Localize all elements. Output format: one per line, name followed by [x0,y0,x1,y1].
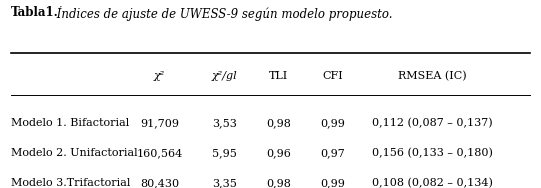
Text: CFI: CFI [322,71,343,81]
Text: 3,35: 3,35 [212,178,237,188]
Text: Modelo 2. Unifactorial: Modelo 2. Unifactorial [11,148,137,158]
Text: 160,564: 160,564 [136,148,183,158]
Text: 0,99: 0,99 [320,178,345,188]
Text: Modelo 3.Trifactorial: Modelo 3.Trifactorial [11,178,130,188]
Text: Modelo 1. Bifactorial: Modelo 1. Bifactorial [11,118,129,128]
Text: TLI: TLI [269,71,288,81]
Text: 80,430: 80,430 [140,178,179,188]
Text: RMSEA (IC): RMSEA (IC) [399,71,467,81]
Text: 0,98: 0,98 [266,178,291,188]
Text: 3,53: 3,53 [212,118,237,128]
Text: χ²/gl: χ²/gl [212,71,237,81]
Text: 0,112 (0,087 – 0,137): 0,112 (0,087 – 0,137) [373,118,493,128]
Text: 5,95: 5,95 [212,148,237,158]
Text: 0,108 (0,082 – 0,134): 0,108 (0,082 – 0,134) [372,178,493,188]
Text: Tabla1.: Tabla1. [11,6,58,19]
Text: 0,98: 0,98 [266,118,291,128]
Text: 91,709: 91,709 [140,118,179,128]
Text: 0,99: 0,99 [320,118,345,128]
Text: Índices de ajuste de UWESS-9 según modelo propuesto.: Índices de ajuste de UWESS-9 según model… [53,6,393,21]
Text: 0,96: 0,96 [266,148,291,158]
Text: χ²: χ² [154,71,165,81]
Text: 0,156 (0,133 – 0,180): 0,156 (0,133 – 0,180) [372,148,493,158]
Text: 0,97: 0,97 [320,148,345,158]
